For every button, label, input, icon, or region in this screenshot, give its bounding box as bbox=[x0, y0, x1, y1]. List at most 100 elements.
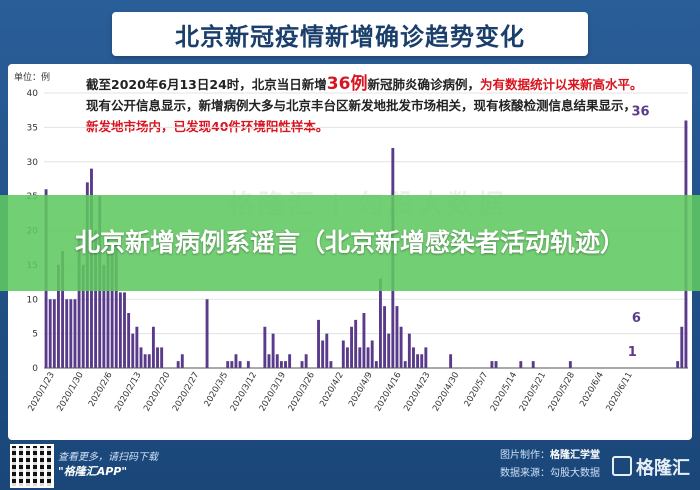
bar bbox=[147, 354, 151, 368]
y-tick-label: 0 bbox=[32, 364, 38, 374]
x-tick-label: 2020/3/19 bbox=[258, 371, 288, 414]
annotation-part-3: 现有公开信息显示，新增病例大多与北京丰台区新发地批发市场相关，现有核酸检测信息结… bbox=[86, 98, 637, 113]
bar bbox=[106, 237, 110, 369]
x-tick-label: 2020/1/30 bbox=[55, 371, 85, 414]
credit-maker: 图片制作：格隆汇学堂 bbox=[500, 446, 600, 461]
x-tick-label: 2020/5/14 bbox=[489, 371, 519, 414]
bar bbox=[226, 361, 230, 369]
y-tick-label: 35 bbox=[27, 123, 38, 133]
bar bbox=[77, 237, 81, 369]
y-tick-label: 5 bbox=[32, 330, 38, 340]
bar bbox=[110, 251, 114, 369]
bar bbox=[205, 299, 209, 368]
bar bbox=[131, 333, 135, 369]
qr-code[interactable] bbox=[10, 444, 54, 488]
bar bbox=[350, 326, 353, 368]
bar bbox=[61, 251, 65, 369]
annotation-part-1: 截至2020年6月13日24时，北京当日新增 bbox=[86, 77, 327, 92]
bar bbox=[412, 347, 415, 369]
bar bbox=[275, 354, 279, 368]
bar bbox=[114, 244, 118, 368]
bar bbox=[81, 264, 85, 369]
x-tick-label: 2020/5/28 bbox=[547, 371, 577, 414]
bar bbox=[263, 326, 267, 368]
x-tick-label: 2020/4/9 bbox=[347, 371, 375, 409]
bar bbox=[383, 306, 387, 369]
bar bbox=[57, 264, 60, 369]
x-tick-label: 2020/3/5 bbox=[203, 371, 231, 409]
bar bbox=[300, 361, 304, 369]
bar bbox=[329, 361, 333, 369]
bar bbox=[490, 361, 494, 369]
bar bbox=[370, 340, 374, 368]
y-tick-label: 10 bbox=[27, 295, 39, 305]
x-tick-label: 2020/3/26 bbox=[287, 371, 317, 414]
bar bbox=[531, 361, 535, 369]
annotation-part-2: 新冠肺炎确诊病例， bbox=[367, 77, 480, 92]
x-tick-label: 2020/4/23 bbox=[402, 371, 432, 414]
bar bbox=[127, 313, 131, 368]
brand-icon bbox=[612, 456, 632, 476]
x-tick-label: 2020/4/16 bbox=[373, 371, 403, 414]
download-prompt: 查看更多，请扫码下载 bbox=[58, 452, 158, 463]
bar bbox=[143, 354, 147, 368]
y-tick-label: 40 bbox=[27, 89, 39, 99]
bar bbox=[271, 333, 275, 369]
bar bbox=[180, 354, 184, 368]
bar bbox=[362, 313, 366, 368]
bar bbox=[65, 299, 69, 368]
bar bbox=[118, 292, 122, 369]
bar bbox=[317, 319, 320, 369]
x-tick-label: 2020/3/12 bbox=[229, 371, 259, 414]
bar bbox=[304, 354, 308, 368]
bar bbox=[230, 361, 234, 369]
x-tick-label: 2020/6/4 bbox=[578, 371, 606, 409]
chart-title: 北京新冠疫情新增确诊趋势变化 bbox=[175, 22, 525, 51]
bar-value-label: 6 bbox=[632, 311, 641, 326]
credit-maker-value: 格隆汇学堂 bbox=[550, 450, 600, 461]
bar bbox=[449, 354, 453, 368]
x-tick-label: 2020/5/21 bbox=[518, 371, 548, 414]
annotation-text: 截至2020年6月13日24时，北京当日新增36例新冠肺炎确诊病例，为有数据统计… bbox=[86, 74, 646, 137]
bar bbox=[52, 299, 56, 368]
bar bbox=[374, 361, 378, 369]
bar bbox=[151, 326, 155, 368]
brand-logo: 格隆汇 bbox=[612, 454, 690, 480]
bar bbox=[395, 306, 399, 369]
bar bbox=[494, 361, 498, 369]
title-banner: 北京新冠疫情新增确诊趋势变化 bbox=[112, 12, 588, 56]
x-tick-label: 2020/2/13 bbox=[113, 371, 143, 414]
headline-overlay: 北京新增病例系谣言（北京新增感染者活动轨迹） bbox=[0, 195, 700, 291]
bar bbox=[379, 278, 382, 369]
bar bbox=[519, 361, 523, 369]
bar bbox=[234, 354, 238, 368]
x-tick-label: 2020/4/2 bbox=[318, 371, 346, 409]
data-source: 数据来源：勾股大数据 bbox=[500, 468, 600, 479]
bar bbox=[345, 347, 349, 369]
bar bbox=[69, 299, 73, 368]
bar bbox=[399, 326, 403, 368]
bar bbox=[341, 340, 345, 368]
credit-maker-label: 图片制作： bbox=[500, 450, 550, 461]
bar bbox=[358, 347, 362, 369]
y-tick-label: 30 bbox=[27, 158, 39, 168]
x-tick-label: 2020/2/27 bbox=[171, 371, 201, 414]
footer: 查看更多，请扫码下载 "格隆汇APP" 图片制作：格隆汇学堂 数据来源：勾股大数… bbox=[0, 440, 700, 490]
bar bbox=[94, 230, 98, 368]
bar bbox=[325, 333, 329, 369]
bar bbox=[416, 354, 420, 368]
annotation-big-number: 36例 bbox=[326, 74, 368, 94]
bar bbox=[139, 347, 143, 369]
x-tick-label: 2020/2/20 bbox=[142, 371, 172, 414]
x-tick-label: 2020/4/30 bbox=[431, 371, 461, 414]
bar bbox=[123, 292, 126, 369]
headline-text: 北京新增病例系谣言（北京新增感染者活动轨迹） bbox=[74, 228, 625, 257]
bar bbox=[680, 326, 684, 368]
bar bbox=[279, 361, 283, 369]
bar bbox=[676, 361, 680, 369]
app-name: "格隆汇APP" bbox=[58, 465, 128, 478]
bar bbox=[160, 347, 164, 369]
bar bbox=[176, 361, 180, 369]
